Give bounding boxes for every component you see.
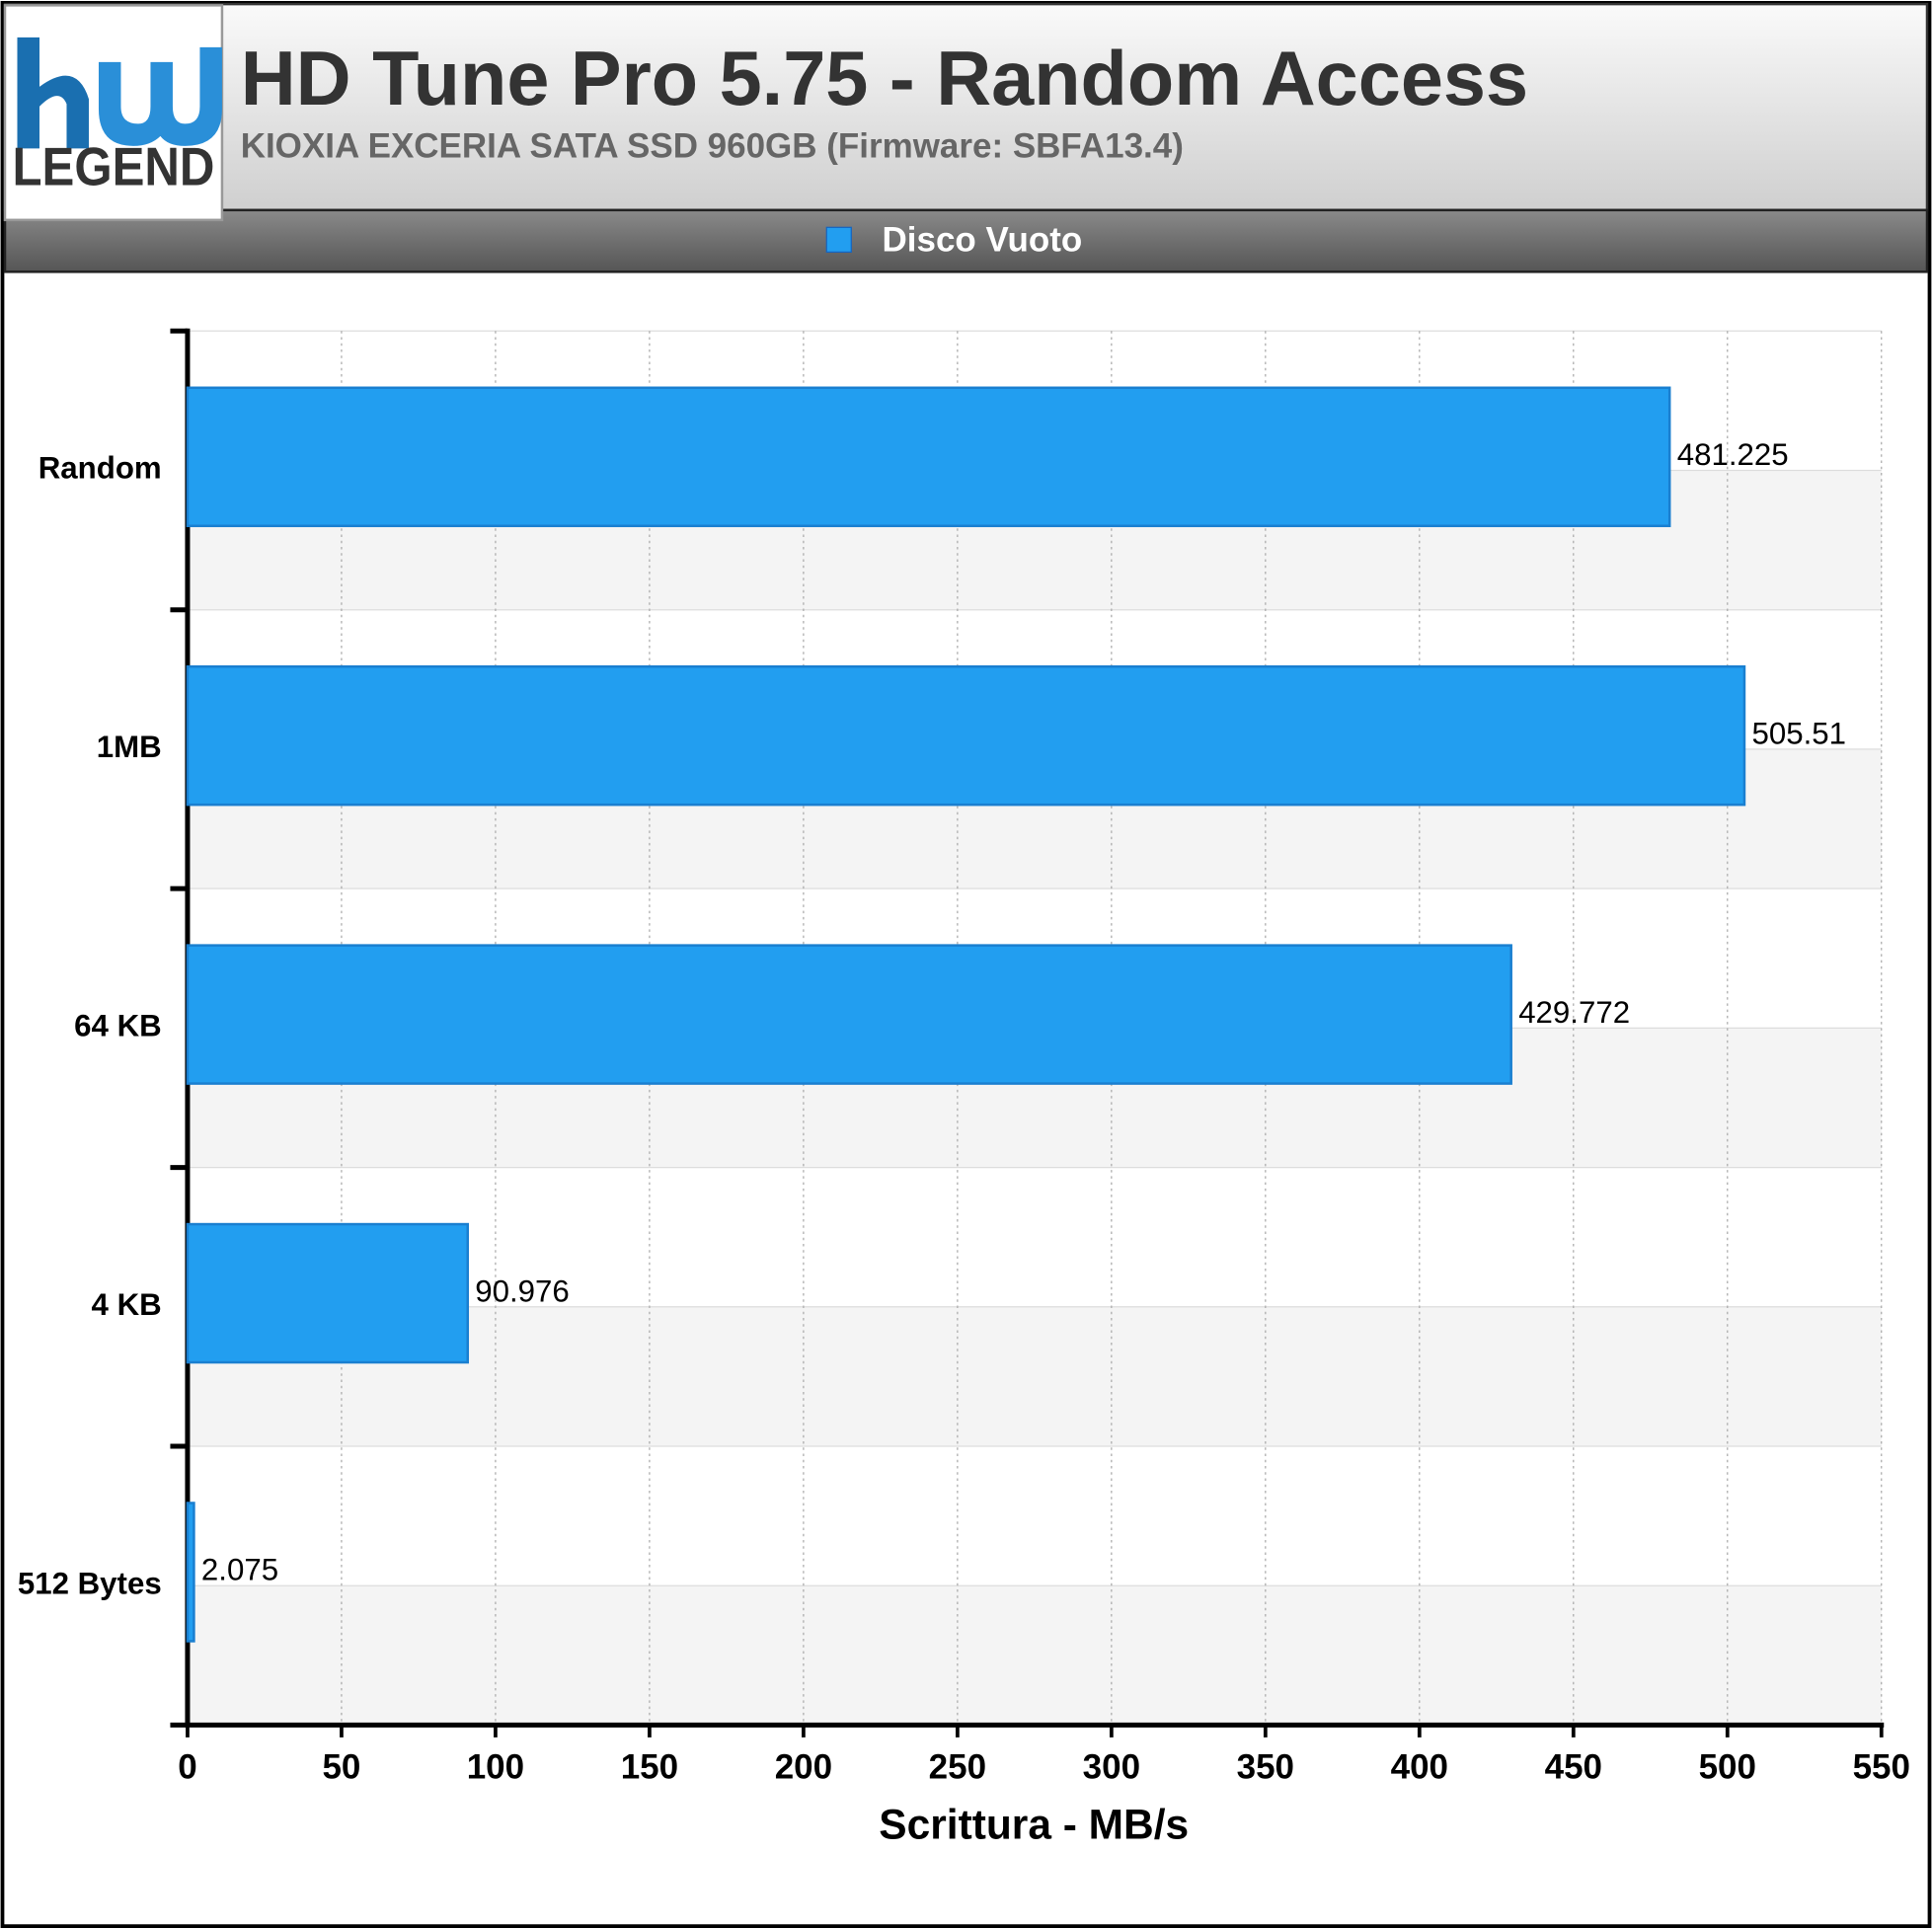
- x-axis-label: Scrittura - MB/s: [879, 1802, 1189, 1848]
- bar: [186, 1222, 470, 1364]
- y-tick-label: 64 KB: [74, 1009, 162, 1043]
- header: [3, 2, 1929, 212]
- value-label: 481.225: [1677, 437, 1789, 472]
- x-tick-label: 200: [775, 1748, 832, 1787]
- legend-label: Disco Vuoto: [883, 221, 1083, 260]
- x-tick-label: 350: [1237, 1748, 1294, 1787]
- logo-w: [98, 46, 222, 146]
- logo-text: LEGEND: [12, 135, 214, 196]
- band-shade: [187, 1585, 1882, 1726]
- y-tick-label: 1MB: [97, 730, 162, 764]
- band-shade: [187, 1306, 1882, 1447]
- bar: [186, 664, 1746, 807]
- bar: [186, 386, 1671, 527]
- x-tick-label: 100: [467, 1748, 524, 1787]
- x-tick-label: 400: [1391, 1748, 1448, 1787]
- value-label: 90.976: [475, 1273, 570, 1308]
- value-label: 2.075: [201, 1553, 278, 1587]
- value-label: 429.772: [1518, 995, 1630, 1030]
- logo-h: [17, 37, 89, 149]
- chart-subtitle: KIOXIA EXCERIA SATA SSD 960GB (Firmware:…: [241, 127, 1184, 166]
- x-tick-label: 50: [322, 1748, 360, 1787]
- x-tick-label: 250: [929, 1748, 986, 1787]
- chart-title: HD Tune Pro 5.75 - Random Access: [241, 37, 1528, 121]
- value-label: 505.51: [1751, 716, 1846, 750]
- x-tick-label: 0: [178, 1748, 196, 1787]
- x-tick-label: 300: [1083, 1748, 1140, 1787]
- y-tick-label: 512 Bytes: [18, 1566, 162, 1600]
- y-tick-label: 4 KB: [92, 1287, 162, 1322]
- x-tick-label: 550: [1853, 1748, 1910, 1787]
- bar: [186, 1502, 195, 1643]
- x-tick-label: 150: [621, 1748, 678, 1787]
- legend-bar: [3, 208, 1929, 273]
- legend-swatch: [825, 226, 852, 253]
- bar: [186, 944, 1512, 1085]
- y-tick-label: Random: [39, 451, 162, 486]
- x-tick-label: 450: [1545, 1748, 1602, 1787]
- logo: LEGEND: [3, 4, 224, 222]
- x-tick-label: 500: [1699, 1748, 1756, 1787]
